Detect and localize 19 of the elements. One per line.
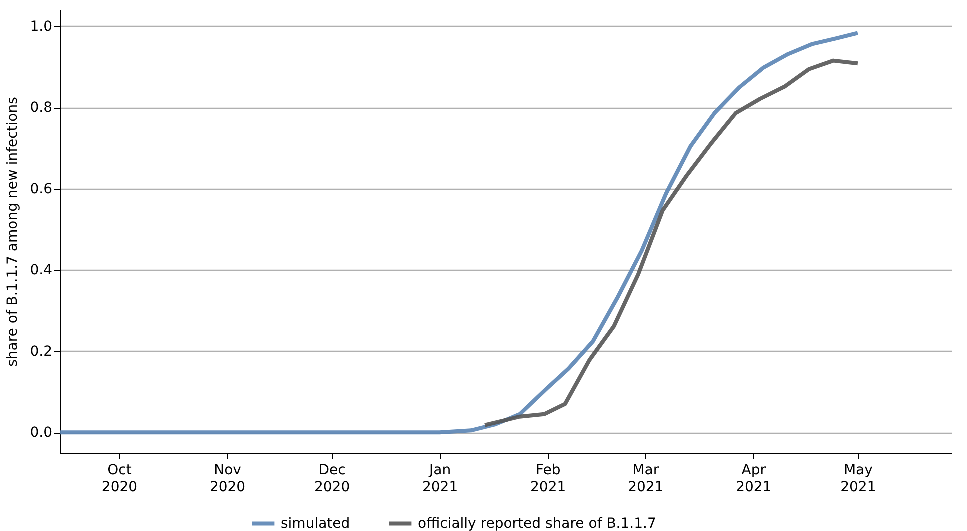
y-tick-label: 0.4 xyxy=(30,262,53,279)
y-axis-title: share of B.1.1.7 among new infections xyxy=(5,97,22,367)
legend-label: officially reported share of B.1.1.7 xyxy=(418,516,656,531)
line-series xyxy=(483,58,860,428)
x-tick-label: Feb 2021 xyxy=(530,462,566,496)
x-tick-label: Nov 2020 xyxy=(210,462,246,496)
x-tick-label: Dec 2020 xyxy=(314,462,350,496)
x-tick-label: Apr 2021 xyxy=(736,462,772,496)
x-tick-label: May 2021 xyxy=(840,462,876,496)
x-tick-label: Mar 2021 xyxy=(628,462,664,496)
y-tick-label: 1.0 xyxy=(30,18,52,35)
y-tick-label: 0.0 xyxy=(30,425,52,442)
y-tick-label: 0.8 xyxy=(30,100,52,116)
y-tick-label: 0.6 xyxy=(30,181,53,198)
x-tick-label: Jan 2021 xyxy=(422,462,458,496)
y-tick-label: 0.2 xyxy=(30,344,52,360)
x-tick-label: Oct 2020 xyxy=(102,462,138,496)
legend-label: simulated xyxy=(281,516,350,531)
line-series xyxy=(60,31,860,435)
